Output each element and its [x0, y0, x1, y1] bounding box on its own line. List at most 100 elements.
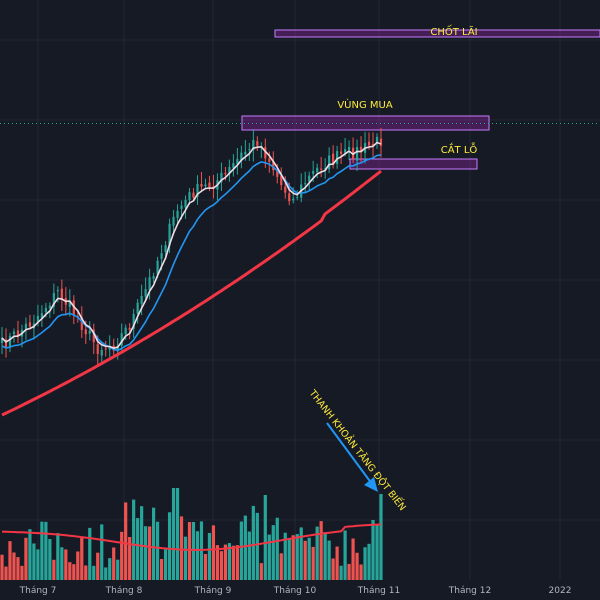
volume-bar-0	[0, 554, 4, 580]
volume-bar-49	[195, 531, 200, 580]
volume-bar-95	[379, 494, 383, 580]
candle-body-23	[92, 329, 95, 343]
candle-body-92	[367, 141, 371, 146]
volume-bar-48	[191, 521, 196, 580]
zone-box-2[interactable]	[349, 158, 478, 170]
candle-body-50	[200, 183, 203, 187]
volume-bar-9	[36, 549, 40, 580]
candle-body-29	[116, 345, 119, 352]
candle-body-34	[136, 302, 139, 314]
candle-body-0	[0, 338, 4, 344]
volume-bar-37	[148, 526, 152, 580]
candle-body-77	[308, 175, 311, 182]
volume-bar-56	[223, 544, 228, 580]
candle-body-31	[124, 327, 127, 335]
volume-bar-41	[163, 549, 168, 580]
volume-bar-7	[28, 529, 32, 580]
candle-body-76	[304, 183, 307, 185]
volume-bar-12	[48, 539, 52, 580]
volume-bar-70	[279, 553, 283, 580]
candle-body-9	[36, 315, 40, 322]
candle-body-74	[296, 196, 299, 198]
volume-bar-81	[323, 532, 327, 580]
candle-body-86	[343, 149, 347, 153]
volume-bar-64	[255, 512, 259, 580]
candle-body-51	[204, 184, 207, 187]
volume-bar-31	[124, 502, 128, 580]
annotation-arrow	[326, 422, 373, 485]
candle-body-32	[128, 327, 131, 330]
candle-body-26	[104, 348, 107, 350]
candle-body-45	[180, 205, 183, 210]
volume-bar-87	[347, 563, 351, 580]
candle-body-82	[328, 155, 331, 170]
candle-body-71	[284, 186, 287, 193]
volume-bar-13	[52, 559, 56, 580]
candle-body-24	[96, 344, 99, 354]
x-tick-0: Tháng 7	[19, 586, 57, 596]
volume-bar-53	[211, 525, 216, 580]
volume-bar-23	[92, 565, 96, 580]
zone-label-1: VÙNG MUA	[337, 98, 393, 111]
volume-bar-83	[331, 558, 335, 580]
candle-body-33	[132, 313, 135, 329]
volume-bar-77	[307, 537, 311, 580]
candle-body-2	[8, 335, 12, 347]
candle-body-56	[224, 173, 227, 175]
volume-bar-30	[120, 531, 124, 580]
candle-body-95	[379, 138, 383, 146]
arrow-head-icon	[364, 477, 378, 492]
candle-body-43	[172, 216, 175, 226]
candle-body-7	[28, 322, 32, 327]
candle-body-48	[192, 192, 195, 198]
candle-body-67	[268, 158, 271, 162]
zone-box-1[interactable]	[241, 115, 490, 131]
volume-bar-67	[267, 534, 271, 580]
candle-body-73	[292, 198, 295, 201]
candle-body-49	[196, 184, 199, 197]
volume-bar-58	[231, 545, 235, 580]
candle-body-79	[316, 167, 319, 173]
candle-body-30	[120, 333, 123, 346]
volume-bar-29	[116, 559, 120, 580]
candle-body-47	[188, 192, 191, 200]
volume-bar-60	[239, 521, 243, 580]
volume-bar-18	[72, 564, 76, 580]
volume-bar-8	[32, 543, 36, 580]
candle-body-87	[347, 147, 351, 150]
volume-bar-92	[367, 543, 371, 580]
ma-line-white	[1, 141, 382, 350]
candle-body-13	[52, 293, 55, 307]
volume-bar-3	[12, 552, 16, 580]
candle-body-80	[320, 168, 323, 170]
candle-body-14	[56, 290, 59, 292]
candle-body-21	[84, 329, 87, 335]
zone-box-0[interactable]	[274, 29, 600, 38]
volume-bar-94	[375, 524, 379, 580]
volume-bar-71	[283, 532, 287, 580]
candle-body-36	[144, 288, 147, 297]
volume-bar-55	[219, 551, 224, 580]
x-tick-1: Tháng 8	[105, 586, 143, 596]
candle-body-78	[312, 171, 315, 174]
volume-bar-2	[8, 541, 12, 580]
candle-body-41	[164, 245, 167, 252]
volume-bar-59	[235, 545, 239, 580]
zone-label-2: CẮT LỖ	[441, 141, 478, 156]
volume-ma-line	[1, 523, 382, 551]
volume-bar-89	[355, 552, 359, 580]
x-axis: Tháng 7 Tháng 8 Tháng 9 Tháng 10 Tháng 11 Thá…	[19, 586, 572, 596]
volume-bar-33	[132, 499, 136, 580]
grid	[0, 0, 600, 580]
candle-body-55	[220, 172, 223, 183]
volume-bar-80	[319, 521, 323, 580]
volume-bar-21	[84, 565, 88, 580]
volume-bar-82	[327, 540, 331, 580]
x-tick-2: Tháng 9	[194, 586, 232, 596]
volume-bar-25	[100, 524, 104, 580]
volume-bar-72	[287, 538, 291, 580]
volume-bar-76	[303, 540, 307, 580]
candle-body-60	[240, 152, 243, 161]
